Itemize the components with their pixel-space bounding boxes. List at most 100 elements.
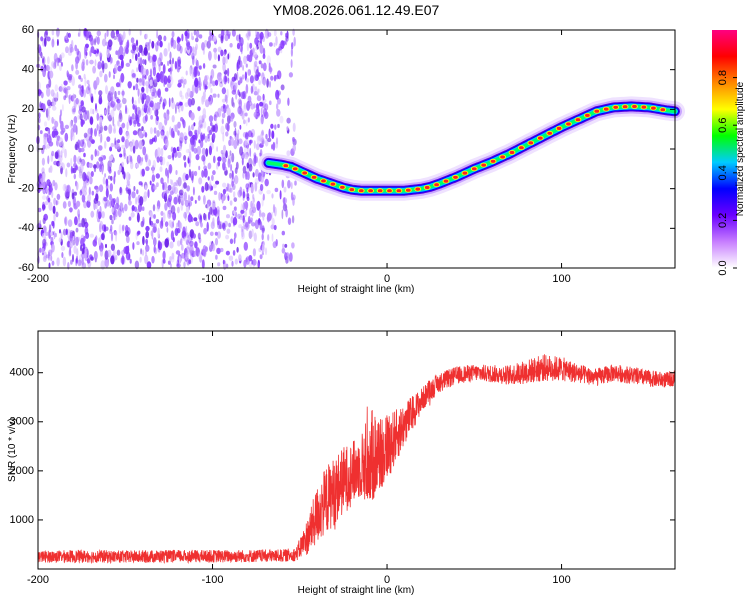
- noise-speck: [62, 201, 67, 209]
- noise-speck: [136, 46, 139, 53]
- noise-speck: [246, 42, 249, 52]
- noise-speck: [242, 104, 247, 112]
- noise-speck: [241, 74, 245, 80]
- noise-speck: [260, 175, 264, 183]
- spectrogram-x-tick-label: -100: [202, 273, 224, 285]
- noise-speck: [71, 64, 74, 72]
- noise-speck: [218, 192, 222, 201]
- ridge-bead: [519, 146, 524, 150]
- noise-speck: [94, 38, 96, 46]
- noise-speck: [180, 117, 184, 122]
- noise-speck: [81, 141, 86, 149]
- noise-speck: [179, 90, 183, 98]
- noise-speck: [105, 243, 107, 249]
- noise-speck: [121, 161, 125, 167]
- noise-speck: [207, 176, 210, 181]
- noise-speck: [105, 183, 109, 191]
- noise-speck: [274, 124, 277, 130]
- noise-speck: [128, 216, 132, 221]
- noise-speck: [102, 224, 106, 232]
- noise-speck: [94, 59, 97, 67]
- noise-speck: [231, 29, 236, 37]
- noise-speck: [240, 209, 245, 214]
- noise-speck: [137, 88, 140, 97]
- noise-speck: [159, 40, 163, 48]
- noise-speck: [202, 121, 207, 129]
- noise-speck: [239, 186, 243, 197]
- noise-speck: [149, 79, 153, 87]
- noise-speck: [281, 209, 284, 220]
- noise-speck: [123, 147, 126, 157]
- noise-speck: [262, 62, 267, 72]
- noise-speck: [115, 209, 118, 217]
- noise-speck: [284, 243, 288, 248]
- noise-speck: [125, 235, 130, 244]
- noise-speck: [112, 116, 115, 127]
- noise-speck: [225, 131, 229, 137]
- noise-speck: [176, 240, 181, 247]
- noise-speck: [163, 48, 168, 57]
- noise-speck: [230, 116, 234, 122]
- noise-speck: [216, 216, 220, 226]
- noise-speck: [213, 47, 218, 53]
- noise-speck: [117, 120, 120, 127]
- noise-speck: [219, 81, 224, 88]
- ridge-bead: [651, 106, 656, 110]
- noise-speck: [214, 79, 219, 86]
- noise-speck: [280, 84, 285, 91]
- noise-speck: [105, 41, 109, 46]
- noise-speck: [279, 190, 282, 200]
- noise-speck: [209, 206, 213, 215]
- noise-speck: [80, 147, 85, 153]
- noise-speck: [130, 49, 135, 54]
- noise-speck: [136, 241, 140, 246]
- noise-speck: [271, 193, 274, 199]
- noise-speck: [62, 183, 67, 192]
- noise-speck: [48, 229, 52, 240]
- noise-speck: [130, 37, 135, 44]
- noise-speck: [260, 137, 265, 146]
- noise-speck: [162, 250, 166, 260]
- noise-speck: [201, 154, 206, 162]
- noise-speck: [131, 96, 134, 105]
- noise-speck: [254, 37, 259, 45]
- noise-speck: [138, 130, 143, 139]
- noise-speck: [250, 183, 254, 194]
- noise-speck: [175, 170, 178, 175]
- noise-speck: [249, 207, 253, 216]
- noise-speck: [157, 227, 160, 238]
- noise-speck: [206, 203, 210, 211]
- noise-speck: [91, 96, 94, 104]
- noise-speck: [180, 104, 184, 112]
- noise-speck: [75, 200, 81, 208]
- noise-speck: [261, 233, 264, 241]
- noise-speck: [214, 231, 218, 236]
- noise-speck: [195, 221, 200, 227]
- noise-speck: [59, 229, 61, 234]
- noise-speck: [225, 150, 228, 159]
- noise-speck: [184, 102, 189, 108]
- noise-speck: [190, 112, 195, 121]
- noise-speck: [246, 171, 250, 181]
- noise-speck: [246, 145, 249, 154]
- noise-speck: [178, 195, 181, 205]
- noise-speck: [142, 68, 147, 76]
- noise-speck: [244, 102, 246, 110]
- noise-speck: [204, 75, 208, 85]
- noise-speck: [68, 207, 73, 212]
- noise-speck: [75, 164, 78, 170]
- noise-speck: [233, 206, 237, 212]
- noise-speck: [145, 68, 149, 76]
- noise-speck: [119, 102, 122, 108]
- noise-speck: [272, 204, 276, 214]
- noise-speck: [161, 241, 165, 246]
- noise-speck: [192, 46, 195, 56]
- noise-speck: [215, 254, 218, 260]
- noise-speck: [200, 219, 202, 227]
- noise-speck: [48, 141, 54, 147]
- noise-speck: [105, 85, 108, 95]
- noise-speck: [55, 200, 58, 206]
- noise-speck: [170, 263, 172, 268]
- noise-speck: [197, 125, 201, 135]
- noise-speck: [103, 125, 108, 131]
